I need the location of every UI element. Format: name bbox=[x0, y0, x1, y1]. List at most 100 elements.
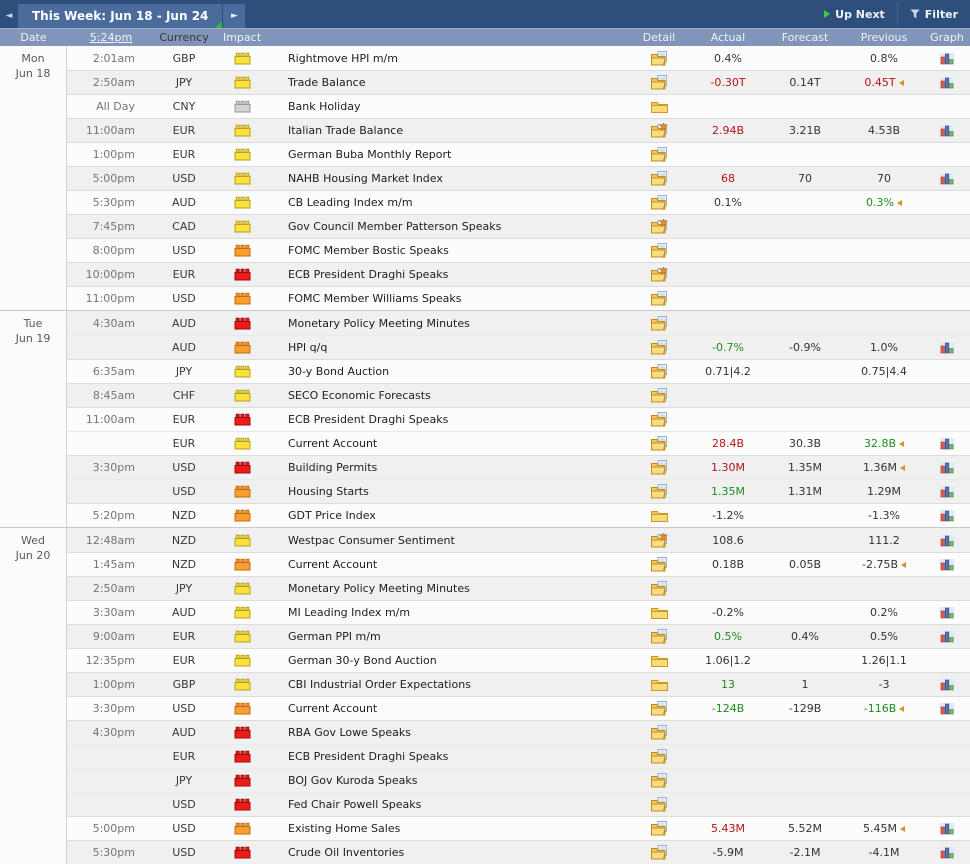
event-row[interactable]: EUR Current Account bbox=[67, 431, 970, 455]
event-row[interactable]: 5:30pm AUD CB Leading Index m/m bbox=[67, 190, 970, 214]
graph-icon[interactable] bbox=[939, 534, 955, 547]
event-row[interactable]: 2:50am JPY Monetary Policy Meeting Minut… bbox=[67, 576, 970, 600]
detail-icon[interactable] bbox=[650, 436, 668, 451]
previous-value: 4.53B bbox=[867, 124, 901, 137]
detail-icon[interactable] bbox=[650, 147, 668, 162]
up-next-button[interactable]: Up Next bbox=[812, 3, 897, 25]
event-time: 5:30pm bbox=[92, 196, 135, 209]
graph-icon[interactable] bbox=[939, 341, 955, 354]
event-row[interactable]: 1:00pm GBP CBI Industrial Order Expectat… bbox=[67, 672, 970, 696]
event-row[interactable]: 2:01am GBP Rightmove HPI m/m bbox=[67, 46, 970, 70]
detail-icon[interactable] bbox=[650, 315, 668, 331]
graph-icon[interactable] bbox=[939, 846, 955, 859]
graph-icon[interactable] bbox=[939, 124, 955, 137]
filter-button[interactable]: Filter bbox=[896, 3, 970, 25]
event-row[interactable]: 8:45am CHF SECO Economic Forecasts bbox=[67, 383, 970, 407]
detail-icon[interactable] bbox=[650, 50, 668, 66]
graph-icon[interactable] bbox=[939, 822, 955, 835]
graph-icon[interactable] bbox=[939, 485, 955, 498]
detail-icon[interactable] bbox=[650, 773, 668, 788]
event-row[interactable]: USD Fed Chair Powell Speaks bbox=[67, 792, 970, 816]
event-title: Bank Holiday bbox=[288, 100, 361, 113]
day-section: Mon Jun 18 2:01am GBP Rightmove HPI m/m bbox=[0, 46, 970, 311]
event-row[interactable]: 1:00pm EUR German Buba Monthly Report bbox=[67, 142, 970, 166]
event-row[interactable]: 12:48am NZD Westpac Consumer Sentiment bbox=[67, 528, 970, 552]
event-row[interactable]: USD Housing Starts bbox=[67, 479, 970, 503]
detail-icon[interactable] bbox=[650, 388, 668, 403]
event-row[interactable]: 5:00pm USD NAHB Housing Market Index bbox=[67, 166, 970, 190]
detail-icon[interactable] bbox=[650, 75, 668, 90]
event-row[interactable]: JPY BOJ Gov Kuroda Speaks bbox=[67, 768, 970, 792]
detail-icon[interactable] bbox=[650, 509, 668, 522]
forecast-value: -129B bbox=[788, 702, 822, 715]
graph-icon[interactable] bbox=[939, 558, 955, 571]
event-row[interactable]: 5:20pm NZD GDT Price Index bbox=[67, 503, 970, 527]
graph-icon[interactable] bbox=[939, 52, 955, 65]
detail-icon[interactable] bbox=[650, 821, 668, 836]
detail-icon[interactable] bbox=[650, 340, 668, 355]
event-row[interactable]: 5:30pm USD Crude Oil Inventories bbox=[67, 840, 970, 864]
event-row[interactable]: 11:00pm USD FOMC Member Williams Speaks bbox=[67, 286, 970, 310]
detail-icon[interactable] bbox=[650, 606, 668, 619]
event-row[interactable]: 4:30am AUD Monetary Policy Meeting Minut… bbox=[67, 311, 970, 335]
next-week-arrow-icon[interactable]: ► bbox=[223, 4, 246, 28]
detail-icon[interactable] bbox=[650, 701, 668, 716]
detail-icon[interactable] bbox=[650, 195, 668, 210]
week-tab[interactable]: This Week: Jun 18 - Jun 24 bbox=[18, 4, 223, 28]
event-row[interactable]: 3:30pm USD Building Permits bbox=[67, 455, 970, 479]
event-row[interactable]: 10:00pm EUR ECB President Draghi Speaks bbox=[67, 262, 970, 286]
graph-icon[interactable] bbox=[939, 76, 955, 89]
detail-icon[interactable] bbox=[650, 532, 668, 548]
detail-icon[interactable] bbox=[650, 678, 668, 691]
event-row[interactable]: 9:00am EUR German PPI m/m bbox=[67, 624, 970, 648]
event-row[interactable]: 5:00pm USD Existing Home Sales bbox=[67, 816, 970, 840]
graph-icon[interactable] bbox=[939, 172, 955, 185]
detail-icon[interactable] bbox=[650, 219, 668, 234]
event-row[interactable]: 3:30am AUD MI Leading Index m/m bbox=[67, 600, 970, 624]
detail-icon[interactable] bbox=[650, 267, 668, 282]
event-currency: USD bbox=[172, 702, 196, 715]
previous-value: 5.45M bbox=[844, 822, 924, 835]
event-row[interactable]: AUD HPI q/q bbox=[67, 335, 970, 359]
detail-icon[interactable] bbox=[650, 484, 668, 499]
event-row[interactable]: 12:35pm EUR German 30-y Bond Auction bbox=[67, 648, 970, 672]
event-row[interactable]: 4:30pm AUD RBA Gov Lowe Speaks bbox=[67, 720, 970, 744]
detail-icon[interactable] bbox=[650, 797, 668, 812]
detail-icon[interactable] bbox=[650, 243, 668, 258]
detail-icon[interactable] bbox=[650, 557, 668, 572]
event-row[interactable]: 7:45pm CAD Gov Council Member Patterson … bbox=[67, 214, 970, 238]
graph-icon[interactable] bbox=[939, 630, 955, 643]
event-row[interactable]: 6:35am JPY 30-y Bond Auction bbox=[67, 359, 970, 383]
graph-icon[interactable] bbox=[939, 678, 955, 691]
detail-icon[interactable] bbox=[650, 749, 668, 764]
event-row[interactable]: EUR ECB President Draghi Speaks bbox=[67, 744, 970, 768]
detail-icon[interactable] bbox=[650, 291, 668, 306]
event-row[interactable]: 8:00pm USD FOMC Member Bostic Speaks bbox=[67, 238, 970, 262]
event-row[interactable]: 11:00am EUR ECB President Draghi Speaks bbox=[67, 407, 970, 431]
current-time-link[interactable]: 5:24pm bbox=[89, 31, 133, 44]
event-row[interactable]: All Day CNY Bank Holiday bbox=[67, 94, 970, 118]
detail-icon[interactable] bbox=[650, 460, 668, 475]
detail-icon[interactable] bbox=[650, 100, 668, 113]
event-title: Trade Balance bbox=[288, 76, 366, 89]
prev-week-arrow-icon[interactable]: ◄ bbox=[5, 11, 13, 21]
event-row[interactable]: 3:30pm USD Current Account bbox=[67, 696, 970, 720]
event-currency: AUD bbox=[171, 316, 197, 330]
graph-icon[interactable] bbox=[939, 702, 955, 715]
graph-icon[interactable] bbox=[939, 509, 955, 522]
graph-icon[interactable] bbox=[939, 437, 955, 450]
detail-icon[interactable] bbox=[650, 725, 668, 740]
detail-icon[interactable] bbox=[650, 845, 668, 860]
detail-icon[interactable] bbox=[650, 654, 668, 667]
detail-icon[interactable] bbox=[650, 629, 668, 644]
event-row[interactable]: 11:00am EUR Italian Trade Balance bbox=[67, 118, 970, 142]
detail-icon[interactable] bbox=[650, 171, 668, 186]
detail-icon[interactable] bbox=[650, 581, 668, 596]
event-row[interactable]: 2:50am JPY Trade Balance bbox=[67, 70, 970, 94]
detail-icon[interactable] bbox=[650, 364, 668, 379]
graph-icon[interactable] bbox=[939, 461, 955, 474]
graph-icon[interactable] bbox=[939, 606, 955, 619]
detail-icon[interactable] bbox=[650, 412, 668, 427]
detail-icon[interactable] bbox=[650, 123, 668, 138]
event-row[interactable]: 1:45am NZD Current Account bbox=[67, 552, 970, 576]
